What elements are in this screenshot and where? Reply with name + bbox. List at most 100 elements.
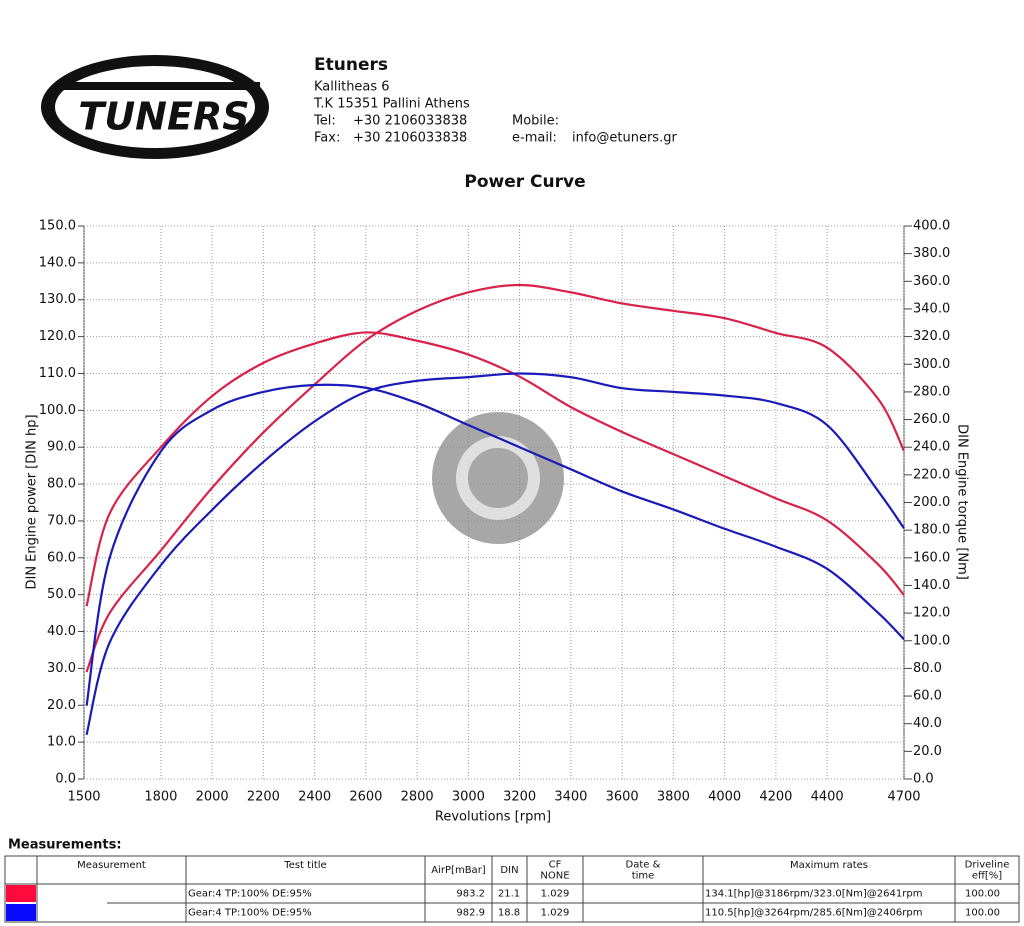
x-tick-label: 3000 bbox=[452, 790, 485, 805]
table-cell: 100.00 bbox=[965, 908, 1000, 919]
x-tick-label: 4000 bbox=[708, 790, 741, 805]
y2-tick-label: 340.0 bbox=[913, 301, 950, 316]
y2-tick-label: 100.0 bbox=[913, 633, 950, 648]
y2-tick-label: 380.0 bbox=[913, 246, 950, 261]
y2-tick-label: 400.0 bbox=[913, 219, 950, 234]
table-cell: 18.8 bbox=[498, 908, 520, 919]
x-tick-label: 2000 bbox=[196, 790, 229, 805]
table-cell: 134.1[hp]@3186rpm/323.0[Nm]@2641rpm bbox=[705, 889, 922, 900]
table-cell: Gear:4 TP:100% DE:95% bbox=[188, 889, 312, 900]
y-tick-label: 30.0 bbox=[47, 661, 76, 676]
column-header: AirP[mBar] bbox=[431, 865, 486, 876]
y2-tick-label: 180.0 bbox=[913, 523, 950, 538]
series-line bbox=[85, 383, 905, 706]
x-tick-label: 2200 bbox=[247, 790, 280, 805]
row-color bbox=[6, 904, 36, 921]
fax: +30 2106033838 bbox=[353, 131, 467, 146]
email: info@etuners.gr bbox=[572, 131, 677, 146]
table: Measurement Test title AirP[mBar] DIN CF NONE… bbox=[4, 855, 1020, 923]
x-tick-label: 4200 bbox=[759, 790, 792, 805]
y2-tick-label: 140.0 bbox=[913, 578, 950, 593]
y2-tick-label: 240.0 bbox=[913, 440, 950, 455]
table-border bbox=[4, 855, 1020, 923]
x-tick-label: 1800 bbox=[144, 790, 177, 805]
y2-tick-label: 360.0 bbox=[913, 274, 950, 289]
x-tick-label: 3200 bbox=[503, 790, 536, 805]
x-tick-label: 3600 bbox=[606, 790, 639, 805]
y-tick-label: 130.0 bbox=[39, 292, 76, 307]
x-tick-label: 3400 bbox=[554, 790, 587, 805]
x-tick-label: 1500 bbox=[67, 790, 100, 805]
y-tick-label: 110.0 bbox=[39, 366, 76, 381]
y-tick-label: 20.0 bbox=[47, 698, 76, 713]
y-tick-label: 150.0 bbox=[39, 219, 76, 234]
x-tick-label: 4400 bbox=[811, 790, 844, 805]
x-axis-label: Revolutions [rpm] bbox=[435, 810, 551, 825]
plot bbox=[85, 283, 905, 736]
y2-tick-label: 80.0 bbox=[913, 661, 942, 676]
chart-title: Power Curve bbox=[464, 172, 585, 192]
column-header: Test title bbox=[283, 860, 326, 871]
column-header: DIN bbox=[500, 865, 518, 876]
y2-tick-label: 220.0 bbox=[913, 467, 950, 482]
y2-tick-label: 260.0 bbox=[913, 412, 950, 427]
y-tick-label: 100.0 bbox=[39, 403, 76, 418]
address: Kallitheas 6 bbox=[314, 80, 390, 95]
fax-label: Fax: bbox=[314, 131, 340, 146]
x-tick-label: 2400 bbox=[298, 790, 331, 805]
y2-tick-label: 300.0 bbox=[913, 357, 950, 372]
table-cell: 110.5[hp]@3264rpm/285.6[Nm]@2406rpm bbox=[705, 908, 922, 919]
y2-tick-label: 0.0 bbox=[913, 772, 934, 787]
y2-tick-label: 160.0 bbox=[913, 550, 950, 565]
y2-tick-label: 20.0 bbox=[913, 744, 942, 759]
grid: 1500 1800 2000 2200 2400 2600 2800 3000 3200 3400… bbox=[39, 219, 950, 805]
series-line bbox=[85, 372, 905, 736]
table-cell: 1.029 bbox=[541, 908, 570, 919]
row-color bbox=[6, 885, 36, 902]
table-cell: 100.00 bbox=[965, 889, 1000, 900]
column-header: Maximum rates bbox=[790, 860, 868, 871]
table-cell: 21.1 bbox=[498, 889, 520, 900]
column-header: CF NONE bbox=[540, 860, 569, 882]
column-header: Driveline eff[%] bbox=[965, 860, 1010, 882]
y-axis-label: DIN Engine power [DIN hp] bbox=[25, 414, 40, 589]
column-header: Measurement bbox=[77, 860, 146, 871]
watermark bbox=[432, 412, 564, 544]
y2-tick-label: 60.0 bbox=[913, 689, 942, 704]
logo: TUNERS bbox=[41, 55, 269, 159]
email-label: e-mail: bbox=[512, 131, 557, 146]
tel: +30 2106033838 bbox=[353, 114, 467, 129]
y2-tick-label: 280.0 bbox=[913, 384, 950, 399]
table-cell: 1.029 bbox=[541, 889, 570, 900]
y-tick-label: 90.0 bbox=[47, 440, 76, 455]
table-cell: 983.2 bbox=[456, 889, 485, 900]
x-tick-label: 2600 bbox=[349, 790, 382, 805]
y-tick-label: 70.0 bbox=[47, 513, 76, 528]
series-line bbox=[85, 331, 905, 607]
watermark bbox=[456, 436, 540, 520]
company: Etuners bbox=[314, 55, 388, 75]
column-header: Date & time bbox=[626, 860, 661, 882]
table-cell: 982.9 bbox=[456, 908, 485, 919]
table-cell: Gear:4 TP:100% DE:95% bbox=[188, 908, 312, 919]
x-tick-label: 4700 bbox=[887, 790, 920, 805]
x-tick-label: 2800 bbox=[401, 790, 434, 805]
mobile-label: Mobile: bbox=[512, 114, 559, 129]
tel-label: Tel: bbox=[313, 114, 336, 129]
address: T.K 15351 Pallini Athens bbox=[313, 97, 470, 112]
y-tick-label: 40.0 bbox=[47, 624, 76, 639]
series-line bbox=[85, 283, 905, 673]
y-tick-label: 120.0 bbox=[39, 329, 76, 344]
y-tick-label: 50.0 bbox=[47, 587, 76, 602]
y-tick-label: 140.0 bbox=[39, 255, 76, 270]
y-tick-label: 60.0 bbox=[47, 550, 76, 565]
logo-text: TUNERS bbox=[78, 95, 249, 139]
y-tick-label: 80.0 bbox=[47, 477, 76, 492]
y-tick-label: 10.0 bbox=[47, 735, 76, 750]
y-tick-label: 0.0 bbox=[55, 772, 76, 787]
y2-tick-label: 320.0 bbox=[913, 329, 950, 344]
x-tick-label: 3800 bbox=[657, 790, 690, 805]
y2-axis-label: DIN Engine torque [Nm] bbox=[955, 424, 970, 580]
y2-tick-label: 120.0 bbox=[913, 606, 950, 621]
